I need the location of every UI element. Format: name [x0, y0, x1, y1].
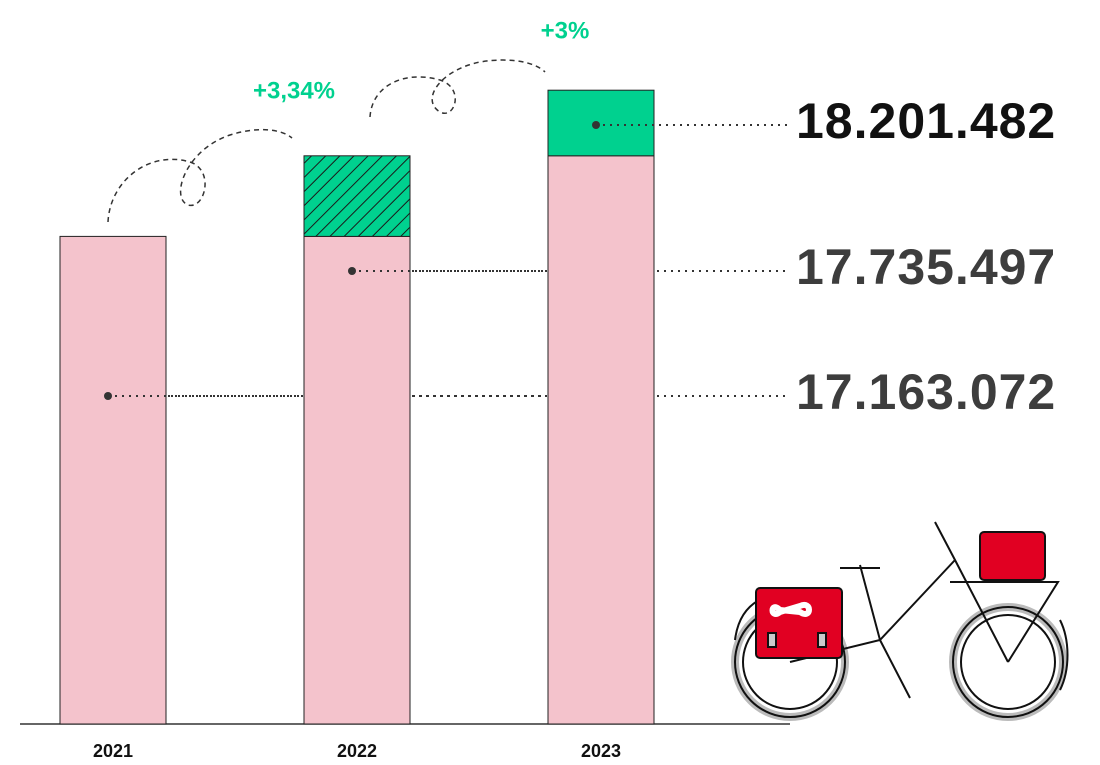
value-label: 18.201.482	[796, 93, 1056, 149]
growth-arrows	[107, 59, 546, 223]
value-label: 17.735.497	[796, 239, 1056, 295]
growth-label: +3,34%	[253, 77, 335, 104]
bar-increase	[303, 155, 411, 237]
growth-label: +3%	[541, 17, 590, 44]
bicycle	[731, 521, 1069, 721]
bar	[59, 235, 167, 725]
x-tick-label: 2022	[337, 741, 377, 761]
bar-base	[303, 235, 411, 725]
bar-base	[547, 155, 655, 725]
x-tick-label: 2023	[581, 741, 621, 761]
value-label: 17.163.072	[796, 364, 1056, 420]
x-tick-label: 2021	[93, 741, 133, 761]
bar-increase	[547, 89, 655, 157]
